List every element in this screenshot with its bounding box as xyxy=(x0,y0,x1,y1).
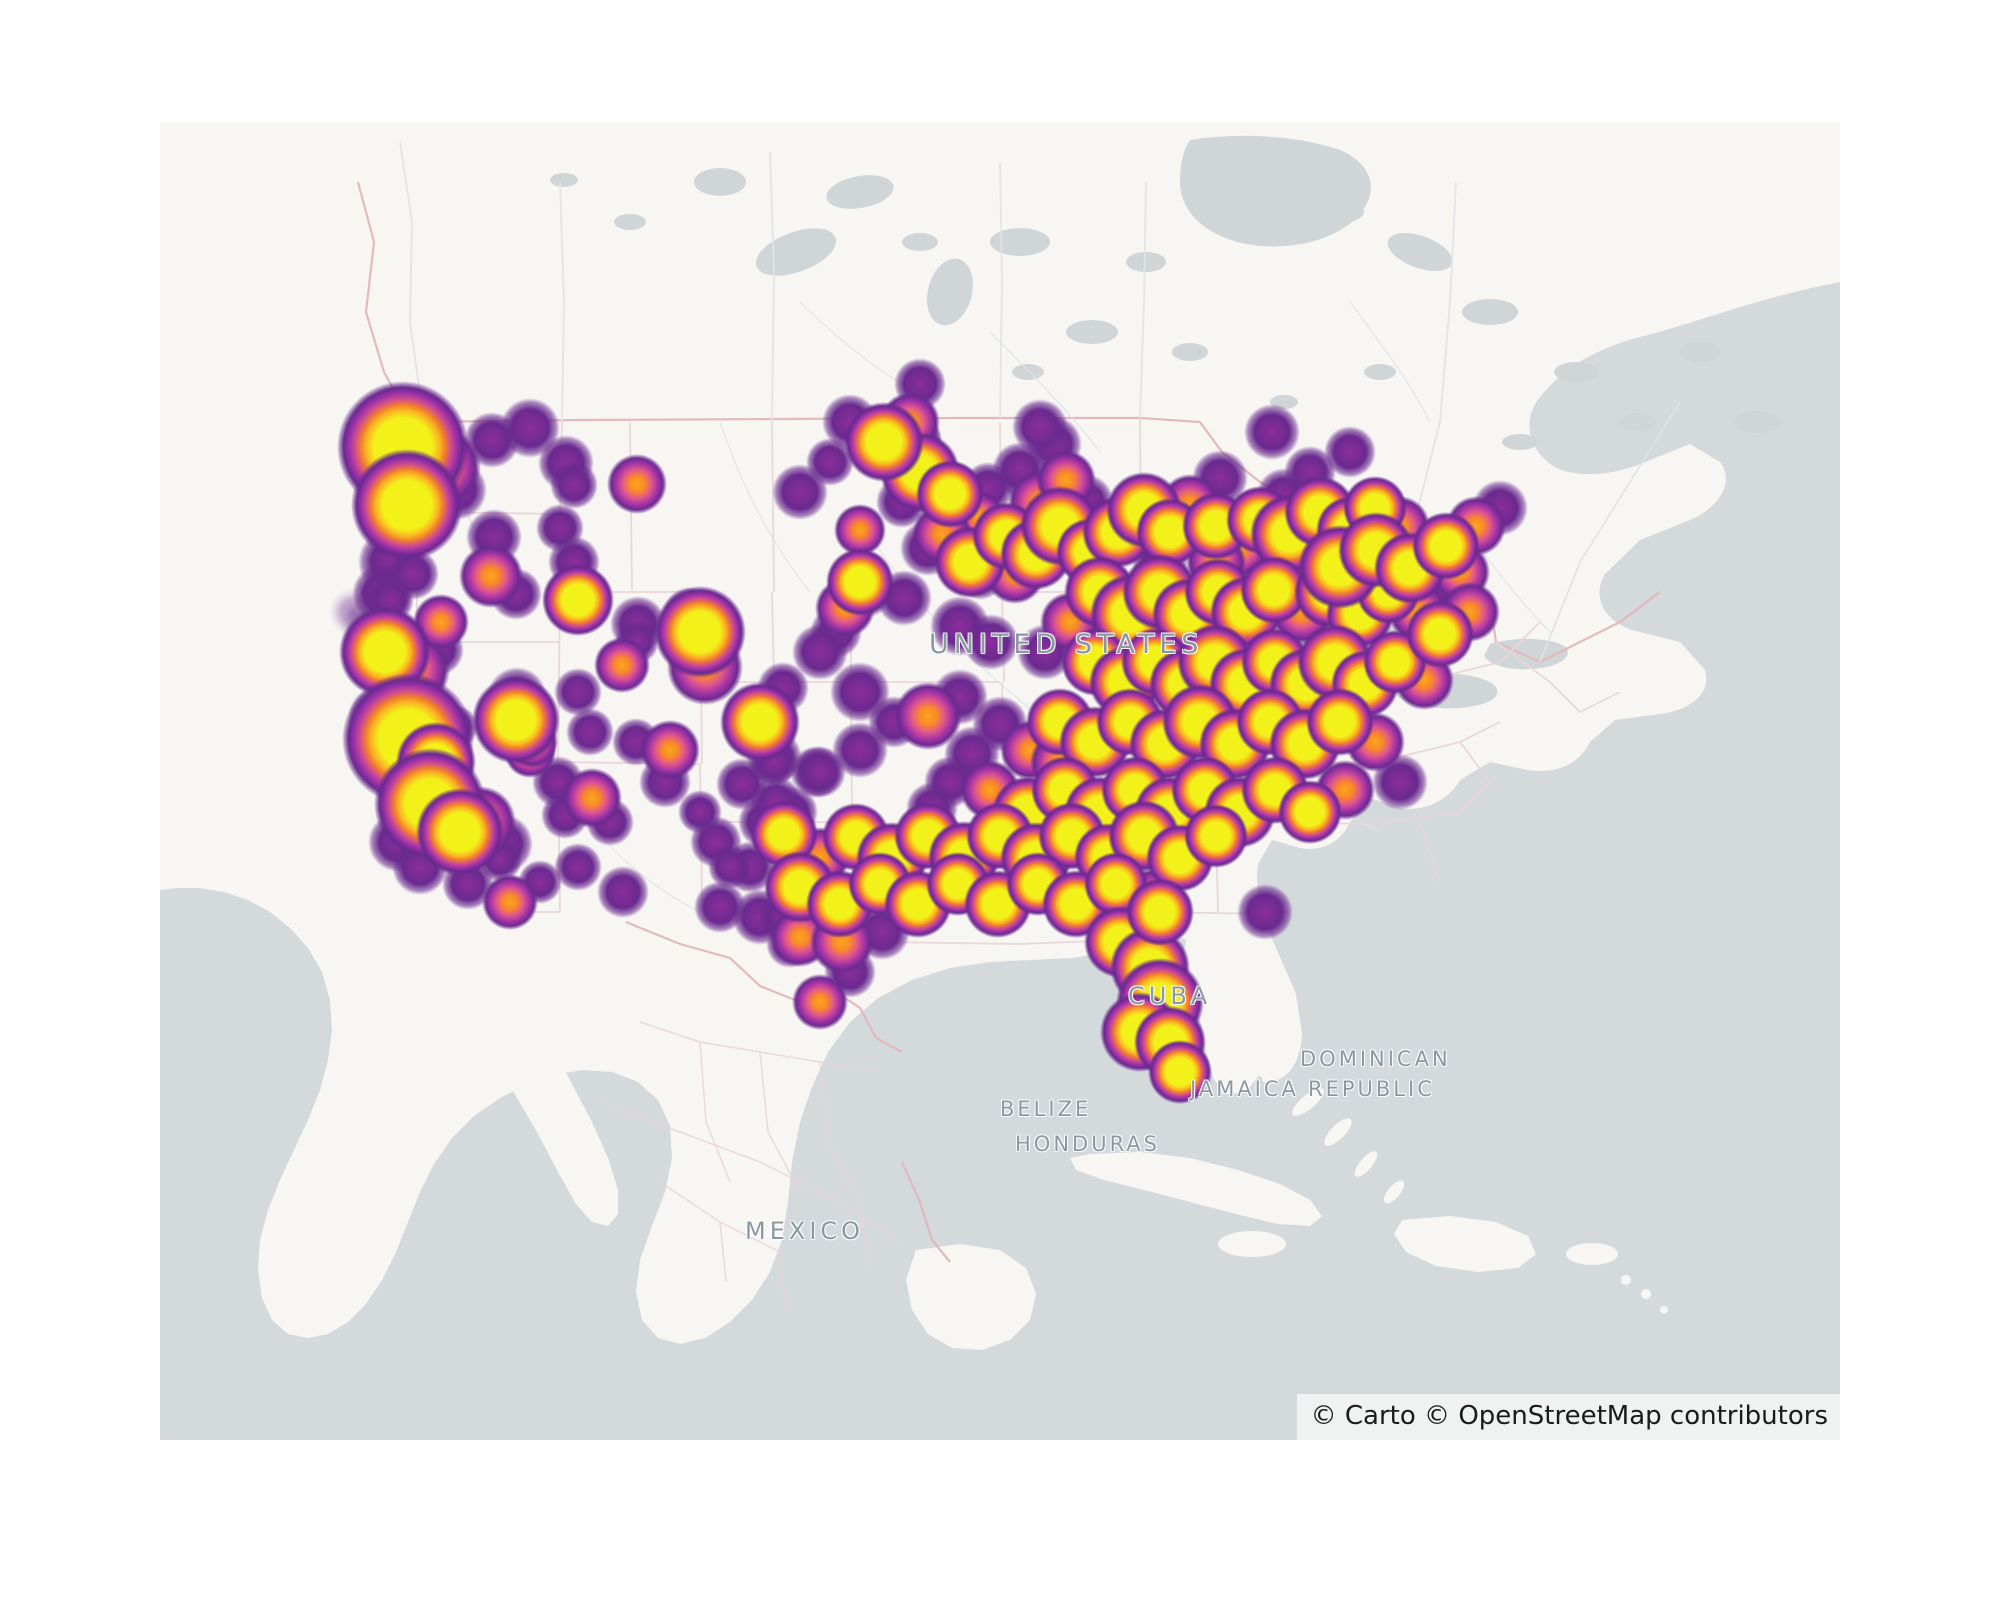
land-bahamas xyxy=(1237,1029,1405,1204)
basemap-layer xyxy=(160,122,1840,1350)
land-yucatan xyxy=(906,1244,1036,1350)
land-jamaica xyxy=(1218,1231,1286,1257)
land-puerto-rico xyxy=(1566,1243,1618,1265)
map-attribution[interactable]: © Carto © OpenStreetMap contributors xyxy=(1296,1394,1840,1440)
land-lesser-antilles xyxy=(1621,1275,1668,1314)
land-bc-coast xyxy=(160,122,290,522)
land-cuba xyxy=(1070,1152,1322,1226)
land-hispaniola xyxy=(1394,1216,1536,1272)
land-north-america xyxy=(160,122,1840,1344)
land-baja-california xyxy=(456,962,618,1226)
map-viewport[interactable]: UNITED STATES MEXICO CUBA JAMAICA DOMINICAN R… xyxy=(160,122,1840,1440)
hudson-bay xyxy=(1180,135,1371,247)
mexico-state-borders xyxy=(599,1021,901,1313)
province-borders xyxy=(399,141,1681,663)
